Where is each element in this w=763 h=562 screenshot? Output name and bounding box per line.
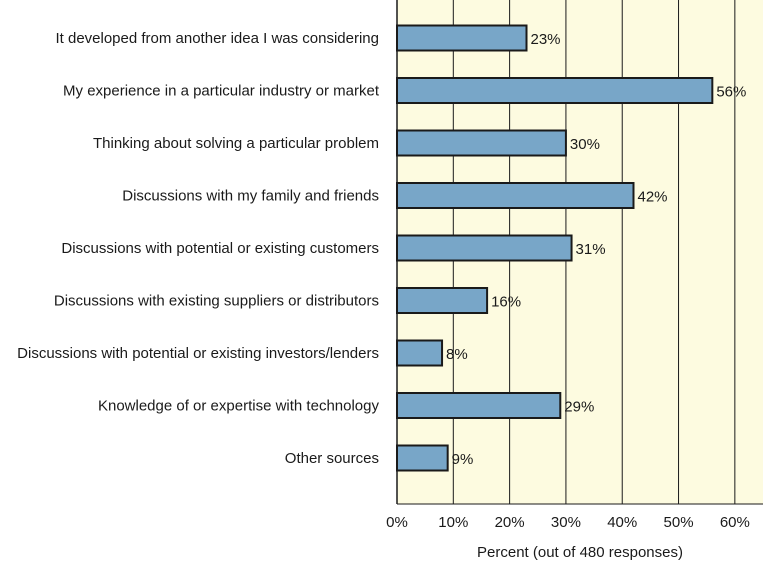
value-label: 8% bbox=[446, 346, 468, 363]
bar bbox=[396, 392, 562, 419]
x-tick-labels: 0% 10% 20% 30% 40% 50% 60% bbox=[386, 514, 750, 531]
category-label: Other sources bbox=[285, 450, 379, 467]
category-label: Discussions with existing suppliers or d… bbox=[54, 293, 379, 310]
bar bbox=[396, 339, 444, 367]
value-label: 23% bbox=[531, 31, 561, 48]
x-tick-label: 50% bbox=[664, 514, 694, 531]
value-label: 42% bbox=[637, 189, 667, 206]
bars bbox=[396, 24, 714, 472]
category-label: Discussions with potential or existing c… bbox=[61, 240, 379, 257]
value-labels: 23% 56% 30% 42% 31% 16% 8% 29% 9% bbox=[446, 31, 746, 468]
x-tick-label: 30% bbox=[551, 514, 581, 531]
category-label: Discussions with potential or existing i… bbox=[17, 345, 379, 362]
value-label: 30% bbox=[570, 136, 600, 153]
x-tick-label: 40% bbox=[607, 514, 637, 531]
bar bbox=[396, 182, 635, 209]
category-label: Knowledge of or expertise with technolog… bbox=[98, 398, 380, 415]
value-label: 16% bbox=[491, 294, 521, 311]
x-tick-label: 10% bbox=[438, 514, 468, 531]
bar bbox=[396, 24, 528, 52]
category-label: Discussions with my family and friends bbox=[122, 188, 379, 205]
category-label: It developed from another idea I was con… bbox=[55, 30, 379, 47]
x-tick-label: 20% bbox=[495, 514, 525, 531]
x-tick-label: 0% bbox=[386, 514, 408, 531]
category-label: Thinking about solving a particular prob… bbox=[93, 135, 379, 152]
category-labels: It developed from another idea I was con… bbox=[17, 30, 380, 467]
value-label: 9% bbox=[452, 451, 474, 468]
x-axis-title: Percent (out of 480 responses) bbox=[477, 544, 683, 561]
bar bbox=[396, 444, 449, 472]
value-label: 29% bbox=[564, 399, 594, 416]
value-label: 31% bbox=[576, 241, 606, 258]
bar bbox=[396, 129, 567, 157]
x-tick-label: 60% bbox=[720, 514, 750, 531]
bar bbox=[396, 287, 489, 314]
bar bbox=[396, 77, 714, 104]
bar bbox=[396, 234, 573, 262]
category-label: My experience in a particular industry o… bbox=[63, 83, 380, 100]
value-label: 56% bbox=[716, 84, 746, 101]
